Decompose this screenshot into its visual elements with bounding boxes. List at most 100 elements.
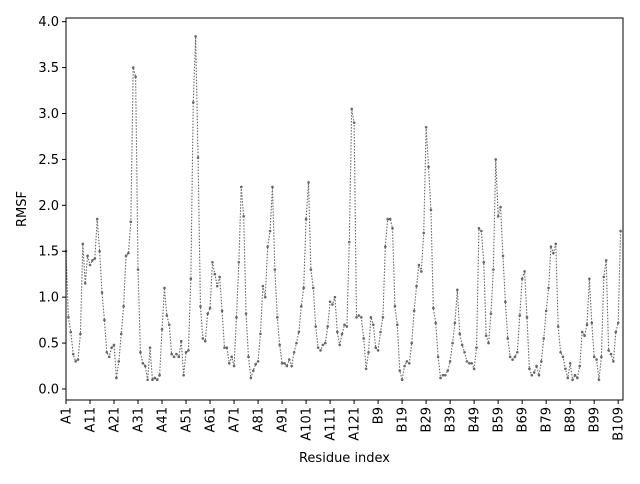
x-tick-label: B89 [564,407,579,432]
data-point [167,323,171,327]
x-tick-label: A51 [180,407,195,432]
data-point [588,277,591,281]
data-point [98,249,101,253]
data-point [213,272,217,276]
x-tick-label: A81 [252,407,267,432]
x-tick-label: B29 [420,407,435,432]
data-point [74,360,77,363]
data-point [352,121,356,124]
data-point [612,360,615,363]
data-point [583,334,586,338]
data-point [597,378,601,382]
y-axis: 0.0 0.5 1.0 1.5 2.0 2.5 3.0 3.5 4.0 [38,15,66,397]
data-point [115,376,118,380]
data-point [477,226,481,230]
data-point [295,341,298,345]
data-point [326,325,329,328]
x-axis: A1 A11 A21 A31 A41 A51 A61 A71 A81 A91 A101 A111 A12… [60,400,627,441]
y-tick-label: 1.0 [38,291,59,306]
data-point [283,361,286,365]
data-point [386,217,390,221]
data-point [417,263,421,267]
data-point [100,291,104,294]
y-tick-label: 1.5 [38,245,59,260]
data-point [604,259,608,262]
data-point [302,286,305,290]
data-point [189,277,193,281]
data-point [424,125,428,129]
data-point [350,107,354,111]
data-point [372,323,375,327]
x-tick-label: B109 [612,407,627,441]
data-point [117,360,121,363]
data-point [343,323,346,327]
data-point [520,277,524,281]
data-point [172,355,176,359]
data-point [263,295,267,299]
data-point [141,361,145,365]
data-point [609,352,613,356]
x-axis-label: Residue index [299,451,390,466]
data-point [458,332,462,336]
data-point [559,350,562,354]
data-point [523,270,526,273]
data-point [266,245,269,248]
data-point [441,373,445,377]
data-point [235,316,238,319]
data-point [158,373,161,377]
data-point [465,360,469,363]
data-point [175,352,178,356]
data-point [122,305,125,308]
data-point [91,259,94,262]
data-point [444,373,447,377]
data-point [227,361,231,365]
data-point [290,364,293,368]
data-point [482,260,486,264]
data-point [501,254,505,258]
data-point [391,226,394,230]
data-point [616,321,620,325]
data-point [244,312,248,315]
data-point [475,346,478,349]
x-tick-label: B39 [444,407,459,432]
data-point [446,369,450,372]
data-point [381,316,385,319]
data-point [88,263,92,267]
data-point [338,343,342,347]
x-tick-label: A121 [348,407,363,441]
data-point [285,364,289,368]
data-point [607,349,610,352]
x-tick-label: A31 [132,407,147,432]
data-point [528,367,531,371]
data-point [199,305,202,308]
data-point [86,254,89,258]
data-point [448,360,452,363]
data-point [427,165,430,169]
data-point [76,358,80,361]
data-point [129,220,133,224]
data-point [525,316,529,319]
data-point [307,181,310,184]
data-point [590,321,594,325]
y-tick-label: 0.0 [38,382,59,397]
data-point [578,364,582,368]
data-point [429,208,433,212]
data-point [544,309,548,313]
data-point [535,364,538,368]
data-point [376,349,380,352]
data-point [585,323,589,327]
data-point [151,378,154,382]
rmsf-series-line [65,36,622,382]
data-point [256,360,260,363]
data-point [225,346,229,349]
data-point [271,185,274,189]
x-tick-label: A111 [324,407,339,441]
data-point [110,346,113,349]
data-point [237,260,241,264]
data-point [348,240,351,244]
data-point [600,355,603,359]
data-point [542,337,546,340]
data-point [494,158,498,161]
data-point [506,337,510,340]
